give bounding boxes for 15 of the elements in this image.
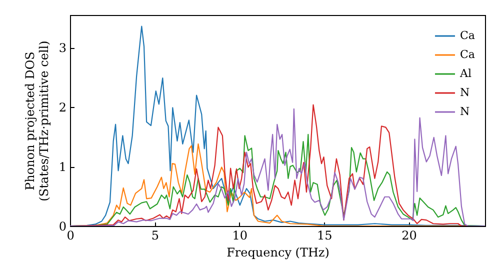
- y-tick-label: 2: [58, 100, 66, 115]
- legend-label: Al: [459, 67, 472, 80]
- legend-label: N: [460, 86, 470, 99]
- y-tick-label: 1: [58, 160, 66, 174]
- legend-label: Ca: [460, 48, 476, 61]
- x-tick-label: 10: [232, 228, 248, 242]
- x-tick-label: 20: [402, 228, 417, 242]
- x-tick-label: 15: [316, 228, 332, 242]
- x-axis-title: Frequency (THz): [226, 246, 330, 260]
- legend-label: Ca: [460, 29, 476, 42]
- legend-label: N: [460, 105, 470, 118]
- y-axis-title: Phonon projected DOS (States/THz·primitive cell): [22, 40, 51, 202]
- x-tick-label: 5: [151, 228, 160, 242]
- y-tick-label: 3: [58, 41, 66, 56]
- y-tick-label: 0: [58, 220, 66, 234]
